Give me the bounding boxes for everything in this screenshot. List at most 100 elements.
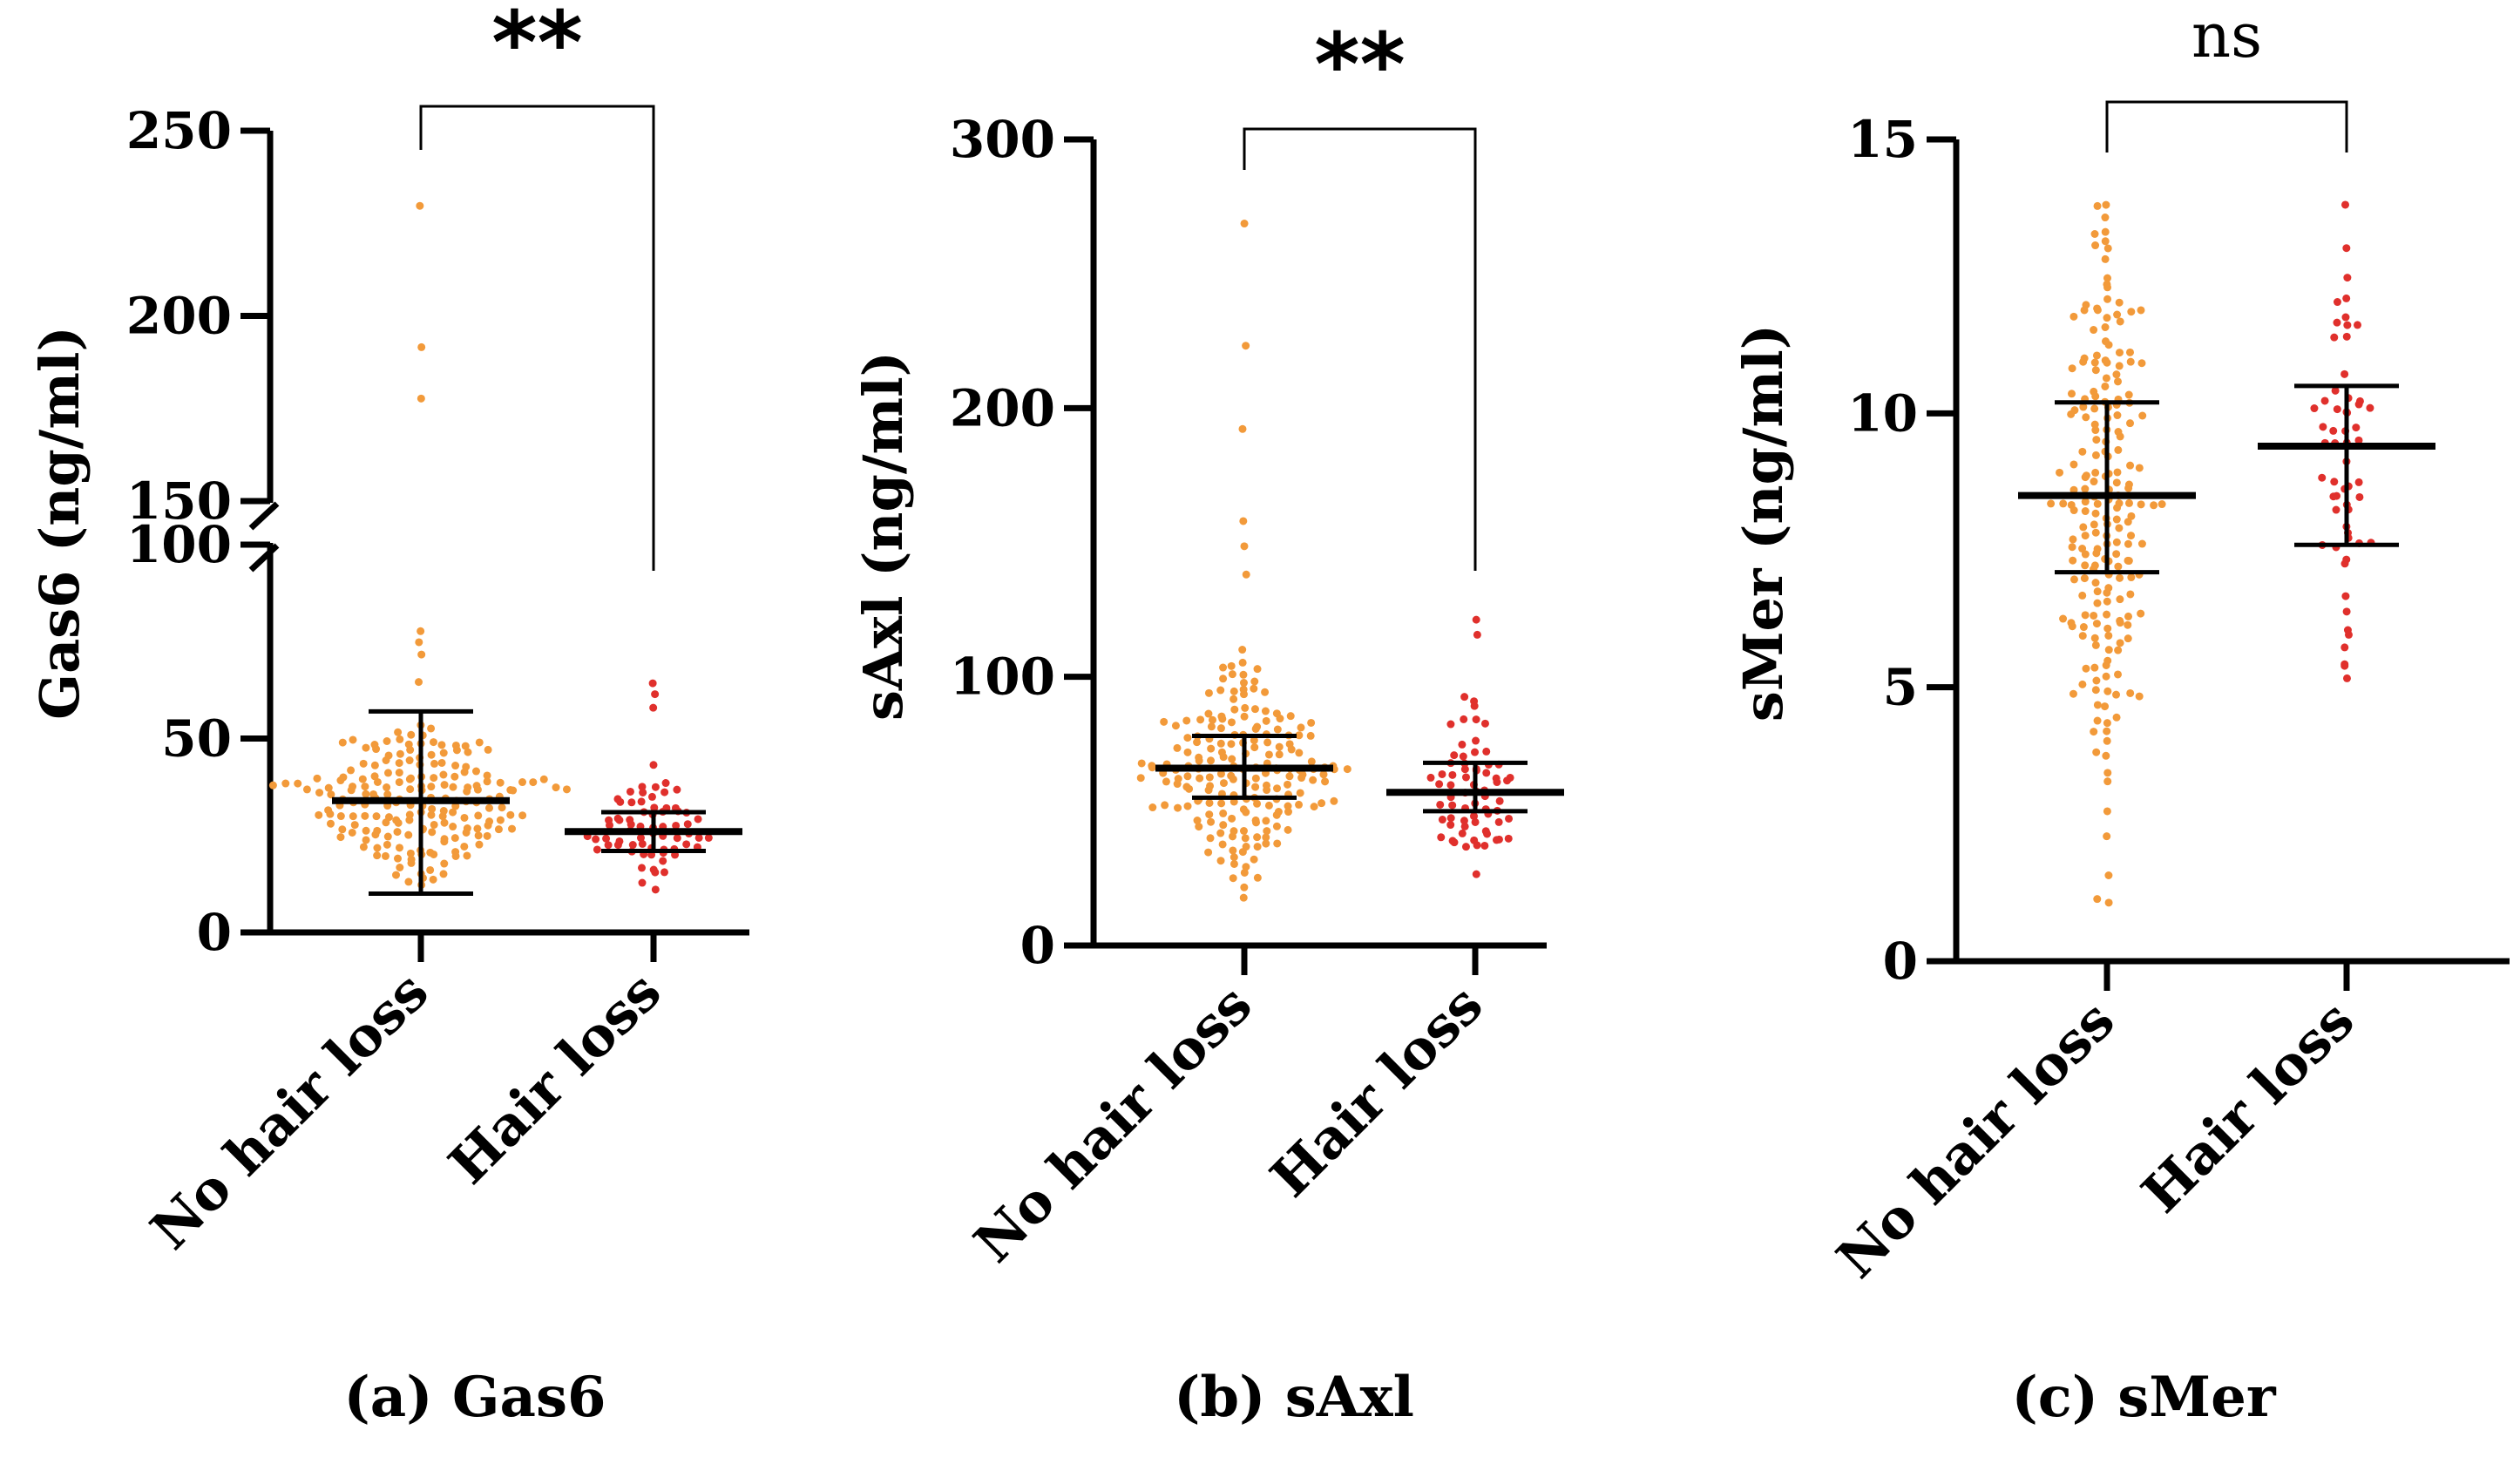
data-point <box>651 885 660 894</box>
data-point <box>2101 382 2110 390</box>
data-point <box>2081 485 2090 493</box>
y-tick-label: 10 <box>1847 383 1918 443</box>
data-point <box>1446 720 1455 729</box>
data-point <box>294 779 302 788</box>
data-point <box>2067 390 2076 398</box>
data-point <box>394 728 403 736</box>
data-point <box>2059 614 2068 623</box>
significance-label: ns <box>2191 0 2262 71</box>
data-point <box>383 737 391 746</box>
significance-bracket <box>2105 100 2348 152</box>
data-point <box>1174 803 1182 812</box>
data-point <box>2125 348 2134 356</box>
y-tick-label: 100 <box>126 515 232 574</box>
data-point <box>1482 747 1491 756</box>
data-point <box>2092 748 2101 756</box>
data-point <box>2115 298 2124 307</box>
data-point <box>460 813 469 822</box>
data-point <box>1227 740 1236 749</box>
data-point <box>552 783 560 792</box>
data-point <box>2082 664 2090 673</box>
data-point <box>1296 789 1304 797</box>
data-point <box>405 816 414 824</box>
data-point <box>2124 634 2132 643</box>
data-point <box>416 201 424 210</box>
y-tick-label: 5 <box>1883 658 1918 717</box>
data-point <box>347 786 356 795</box>
data-point <box>2079 523 2088 532</box>
data-point <box>1307 757 1316 766</box>
data-point <box>1241 703 1250 712</box>
data-point <box>463 787 471 796</box>
data-point <box>429 875 437 884</box>
data-point <box>2070 312 2078 321</box>
data-point <box>672 821 681 830</box>
data-point <box>1162 777 1170 786</box>
data-point <box>2127 308 2136 316</box>
data-point <box>392 816 401 824</box>
data-point <box>518 778 527 787</box>
data-point <box>1295 749 1304 757</box>
data-point <box>1472 715 1480 724</box>
data-point <box>1262 833 1270 842</box>
data-point <box>427 724 436 733</box>
data-point <box>474 811 483 820</box>
data-point <box>2112 690 2121 699</box>
data-point <box>660 788 669 796</box>
data-point <box>2103 624 2112 633</box>
data-point <box>2112 515 2121 524</box>
data-point <box>2342 244 2351 253</box>
data-point <box>518 811 527 820</box>
data-point <box>2355 396 2364 405</box>
data-point <box>336 812 345 821</box>
x-tick-label: No hair loss <box>1825 988 2127 1291</box>
data-point <box>1207 817 1216 826</box>
data-point <box>2102 374 2110 383</box>
data-point <box>2079 623 2088 632</box>
data-point <box>1297 723 1305 732</box>
data-point <box>1263 827 1271 836</box>
data-point <box>2102 672 2110 681</box>
data-point <box>496 778 505 787</box>
data-point <box>2082 301 2090 309</box>
data-point <box>673 834 681 843</box>
data-point <box>2340 369 2349 378</box>
data-point <box>2150 501 2158 510</box>
data-point <box>1219 779 1228 788</box>
data-point <box>1239 893 1248 902</box>
x-tick-label: No hair loss <box>139 959 441 1262</box>
data-point <box>1261 707 1270 715</box>
data-point <box>2104 646 2113 654</box>
data-point <box>498 803 506 812</box>
significance-bracket <box>419 105 655 571</box>
data-point <box>461 742 470 750</box>
y-tick-label: 0 <box>197 903 232 962</box>
y-tick-label: 150 <box>126 471 232 531</box>
data-point <box>1173 743 1182 752</box>
data-point <box>1330 796 1338 805</box>
data-point <box>2137 609 2145 618</box>
data-point <box>1343 765 1351 774</box>
data-point <box>1273 725 1282 734</box>
data-point <box>2068 364 2076 373</box>
data-point <box>2113 468 2122 477</box>
data-point <box>1230 705 1239 714</box>
data-point <box>1450 838 1459 847</box>
data-point <box>651 783 660 791</box>
data-point <box>616 797 625 806</box>
data-point <box>370 761 379 769</box>
data-point <box>348 828 356 837</box>
data-point <box>483 831 491 840</box>
data-point <box>2340 643 2349 652</box>
data-point <box>2091 451 2100 459</box>
data-point <box>2091 366 2100 375</box>
significance-label: ** <box>1314 14 1406 116</box>
data-point <box>2102 751 2110 760</box>
data-point <box>1240 712 1249 721</box>
data-point <box>704 834 713 843</box>
data-point <box>1185 784 1194 793</box>
data-point <box>1216 829 1225 837</box>
data-point <box>315 789 324 797</box>
data-point <box>440 781 449 790</box>
data-point <box>1262 817 1270 825</box>
